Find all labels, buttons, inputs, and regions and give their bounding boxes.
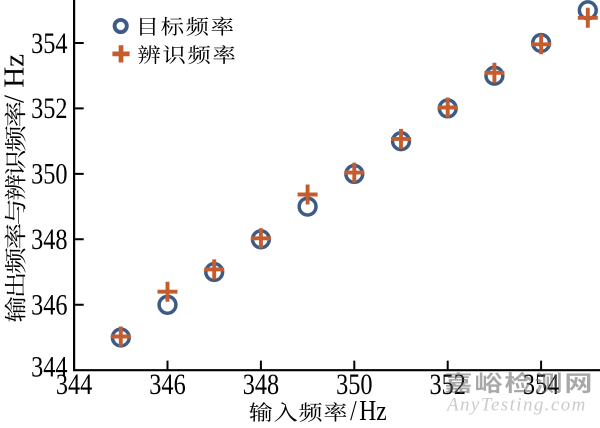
svg-text:352: 352 xyxy=(31,92,67,125)
svg-text:AnyTesting.com: AnyTesting.com xyxy=(445,394,587,415)
svg-text:354: 354 xyxy=(31,26,68,59)
svg-text:Hz: Hz xyxy=(359,395,386,423)
svg-text:344: 344 xyxy=(31,350,68,383)
svg-text:350: 350 xyxy=(31,157,67,190)
svg-text:/ Hz: / Hz xyxy=(0,54,31,103)
svg-text:346: 346 xyxy=(149,368,185,401)
svg-text:344: 344 xyxy=(56,368,93,401)
svg-text:348: 348 xyxy=(243,368,279,401)
svg-text:/: / xyxy=(350,395,357,423)
svg-text:346: 346 xyxy=(31,288,67,321)
svg-text:348: 348 xyxy=(31,223,67,256)
svg-text:350: 350 xyxy=(336,368,372,401)
